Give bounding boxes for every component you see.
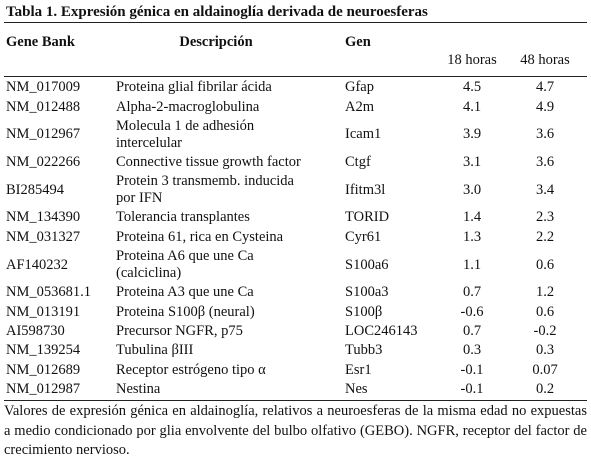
table-cell: 4.7 xyxy=(535,79,555,96)
table-cell: 3.0 xyxy=(462,181,482,198)
rule xyxy=(4,400,587,401)
table-cell: 3.1 xyxy=(462,153,482,170)
table-cell: -0.6 xyxy=(460,303,484,320)
table-cell: 1.3 xyxy=(462,228,482,245)
table-cell: NM_012987 xyxy=(6,381,81,398)
header-cell: Descripción xyxy=(179,33,253,50)
table-cell: -0.1 xyxy=(460,361,484,378)
table-cell: NM_031327 xyxy=(6,228,81,245)
header-cell: Gene Bank xyxy=(6,33,75,50)
table-cell: Ifitm3l xyxy=(345,181,386,198)
table-cell: 1.2 xyxy=(535,284,555,301)
table-cell: Ctgf xyxy=(345,153,371,170)
header-cell: 18 horas xyxy=(447,51,497,68)
table-cell: 4.9 xyxy=(535,98,555,115)
table-cell: NM_134390 xyxy=(6,209,81,226)
table-cell: -0.1 xyxy=(460,381,484,398)
table-cell: 0.3 xyxy=(535,342,555,359)
table-cell: AF140232 xyxy=(6,256,69,273)
table-cell: 0.6 xyxy=(535,303,555,320)
table-cell: 3.4 xyxy=(535,181,555,198)
table-cell: AI598730 xyxy=(6,322,65,339)
table-cell: NM_022266 xyxy=(6,153,81,170)
table-cell: 3.9 xyxy=(462,126,482,143)
table-cell: Icam1 xyxy=(345,126,382,143)
table-cell: Proteina 61, rica en Cysteina xyxy=(116,228,284,245)
table-cell: Molecula 1 de adhesión intercelular xyxy=(116,117,255,151)
footnote: Valores de expresión génica en aldainogl… xyxy=(4,403,587,458)
rule xyxy=(4,76,587,77)
table-cell: NM_012967 xyxy=(6,126,81,143)
table-cell: A2m xyxy=(345,98,374,115)
table-cell: Tubb3 xyxy=(345,342,383,359)
table-cell: Receptor estrógeno tipo α xyxy=(116,361,266,378)
table-cell: Connective tissue growth factor xyxy=(116,153,301,170)
table-cell: LOC246143 xyxy=(345,322,418,339)
table-cell: 1.1 xyxy=(462,256,482,273)
table-cell: NM_139254 xyxy=(6,342,81,359)
table-cell: Proteina S100β (neural) xyxy=(116,303,255,320)
header-cell: Gen xyxy=(345,33,371,50)
table-cell: Nestina xyxy=(116,381,161,398)
table-cell: S100β xyxy=(345,303,383,320)
table-cell: 0.2 xyxy=(535,381,555,398)
table-cell: NM_012689 xyxy=(6,361,81,378)
table-cell: 3.6 xyxy=(535,126,555,143)
header-cell: 48 horas xyxy=(520,51,570,68)
table-cell: BI285494 xyxy=(6,181,64,198)
table-cell: S100a3 xyxy=(345,284,389,301)
table-cell: Precursor NGFR, p75 xyxy=(116,322,243,339)
table-cell: 0.7 xyxy=(462,284,482,301)
table-cell: NM_053681.1 xyxy=(6,284,91,301)
table-cell: 0.6 xyxy=(535,256,555,273)
table-cell: 0.3 xyxy=(462,342,482,359)
rule xyxy=(4,22,587,23)
table-cell: NM_012488 xyxy=(6,98,81,115)
table-cell: Cyr61 xyxy=(345,228,382,245)
table-cell: 2.3 xyxy=(535,209,555,226)
table-cell: Alpha-2-macroglobulina xyxy=(116,98,260,115)
table-cell: Esr1 xyxy=(345,361,372,378)
table-cell: Tolerancia transplantes xyxy=(116,209,250,226)
table-cell: 3.6 xyxy=(535,153,555,170)
table-cell: 4.5 xyxy=(462,79,482,96)
table-cell: Nes xyxy=(345,381,368,398)
table-cell: 0.7 xyxy=(462,322,482,339)
table-cell: Tubulina βIII xyxy=(116,342,194,359)
table-cell: 4.1 xyxy=(462,98,482,115)
table-cell: -0.2 xyxy=(533,322,557,339)
table-cell: Proteina A3 que une Ca xyxy=(116,284,254,301)
table-cell: Gfap xyxy=(345,79,374,96)
table-cell: NM_017009 xyxy=(6,79,81,96)
table-cell: 0.07 xyxy=(532,361,558,378)
table-cell: 1.4 xyxy=(462,209,482,226)
table-cell: Protein 3 transmemb. inducida por IFN xyxy=(116,173,294,207)
table-cell: S100a6 xyxy=(345,256,389,273)
table-cell: NM_013191 xyxy=(6,303,81,320)
table-cell: 2.2 xyxy=(535,228,555,245)
table-cell: Proteina glial fibrilar ácida xyxy=(116,79,272,96)
table-cell: TORID xyxy=(345,209,390,226)
table-title: Tabla 1. Expresión génica en aldainoglía… xyxy=(6,4,428,20)
table-cell: Proteina A6 que une Ca (calciclina) xyxy=(116,248,254,281)
